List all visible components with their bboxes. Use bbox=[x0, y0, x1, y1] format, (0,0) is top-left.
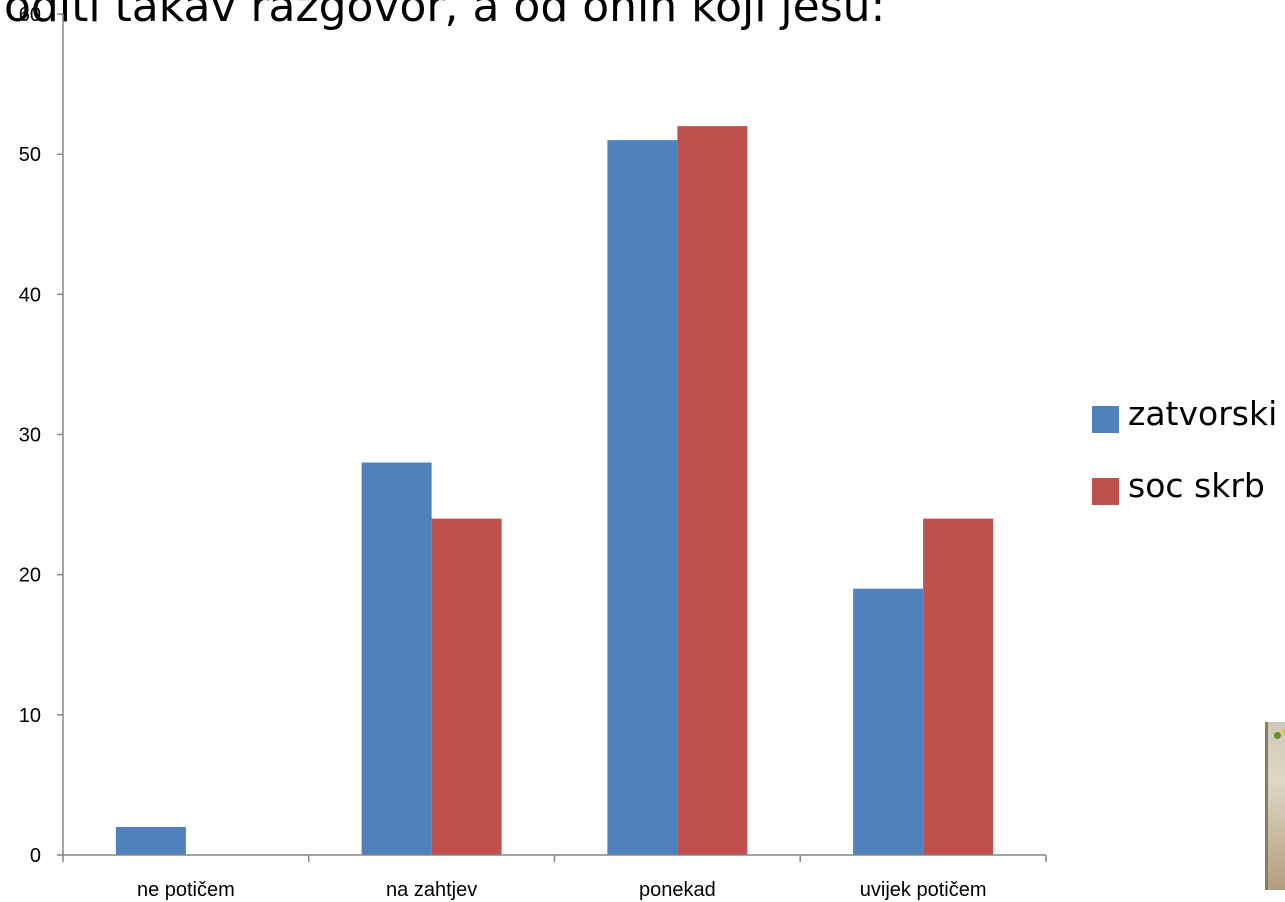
y-tick-label: 20 bbox=[19, 565, 41, 587]
x-tick-label-ne-poticem: ne potičem bbox=[137, 879, 235, 901]
y-tick-label: 0 bbox=[30, 845, 41, 867]
axes-layer: 0 10 20 30 40 50 60 ne potičem na zahtjev ponekad… bbox=[19, 4, 1047, 901]
bars-layer bbox=[115, 126, 994, 856]
x-tick-label-ponekad: ponekad bbox=[639, 879, 716, 901]
photo-thumbnail bbox=[1265, 722, 1285, 890]
legend-label-soc-skrb: soc skrb bbox=[1128, 466, 1265, 505]
y-tick-label: 10 bbox=[19, 705, 41, 727]
legend-label-zatvorski: zatvorski bbox=[1128, 394, 1278, 433]
bar-soc-skrb-na-zahtjev bbox=[431, 518, 502, 855]
y-tick-label: 40 bbox=[19, 284, 41, 306]
slide-title: oditi takav razgovor, a od onih koji jes… bbox=[4, 0, 886, 32]
bar-zatvorski-uvijek-poticem bbox=[853, 588, 924, 855]
bar-soc-skrb-uvijek-poticem bbox=[923, 518, 994, 855]
x-tick-label-na-zahtjev: na zahtjev bbox=[386, 879, 477, 901]
bar-zatvorski-ne-poticem bbox=[115, 826, 186, 855]
bar-soc-skrb-ponekad bbox=[677, 126, 748, 856]
bar-zatvorski-ponekad bbox=[607, 140, 678, 855]
y-tick-label: 50 bbox=[19, 144, 41, 166]
legend-swatch-soc-skrb bbox=[1092, 478, 1119, 505]
bar-zatvorski-na-zahtjev bbox=[361, 462, 432, 855]
y-tick-label: 60 bbox=[19, 4, 41, 26]
x-tick-label-uvijek-poticem: uvijek potičem bbox=[860, 879, 987, 901]
y-tick-label: 30 bbox=[19, 425, 41, 447]
legend-swatch-zatvorski bbox=[1092, 406, 1119, 433]
